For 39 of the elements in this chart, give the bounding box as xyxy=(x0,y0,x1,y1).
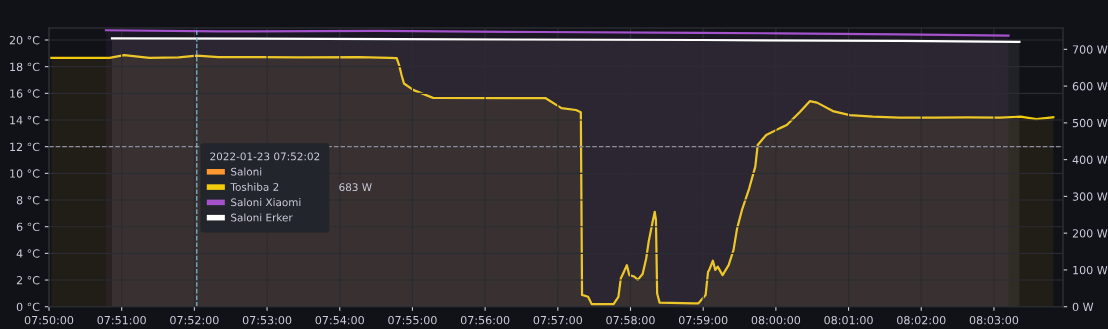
y-tick-label: 10 °C xyxy=(10,169,40,178)
x-tick-label: 08:02:00 xyxy=(897,315,946,325)
y-tick-label: 12 °C xyxy=(10,142,40,152)
y2-tick-label: 200 W xyxy=(1072,229,1108,238)
x-tick-label: 07:51:00 xyxy=(97,315,146,325)
y-tick-label: 4 °C xyxy=(16,249,40,258)
x-tick-label: 07:55:00 xyxy=(388,315,437,325)
legend-label: Saloni Erker xyxy=(231,213,293,222)
x-tick-label: 07:50:00 xyxy=(24,315,74,325)
x-tick-label: 07:52:00 xyxy=(170,315,219,325)
y2-tick-label: 400 W xyxy=(1072,155,1108,165)
x-tick-label: 07:54:00 xyxy=(315,315,364,325)
x-tick-label: 07:56:00 xyxy=(460,315,510,325)
y-tick-label: 6 °C xyxy=(16,222,40,232)
legend-title: 2022-01-23 07:52:02 xyxy=(210,152,320,161)
y2-tick-label: 100 W xyxy=(1073,265,1108,275)
y-tick-label: 2 °C xyxy=(16,276,40,285)
legend-label: Saloni Xiaomi xyxy=(231,198,301,207)
x-tick-label: 07:57:00 xyxy=(533,315,583,325)
y2-tick-label: 500 W xyxy=(1072,118,1108,128)
y2-tick-label: 600 W xyxy=(1072,82,1108,91)
y-tick-label: 14 °C xyxy=(10,115,40,125)
x-tick-label: 08:00:00 xyxy=(751,315,801,325)
y-tick-label: 8 °C xyxy=(16,196,40,205)
y-tick-label: 16 °C xyxy=(10,89,40,98)
x-tick-label: 07:53:00 xyxy=(242,315,292,325)
x-tick-label: 08:03:00 xyxy=(969,315,1019,325)
legend-label: Toshiba 2 xyxy=(230,182,279,191)
annotation: 683 W xyxy=(339,183,372,192)
y-tick-label: 0 °C xyxy=(16,302,40,312)
y2-tick-label: 0 W xyxy=(1072,302,1094,312)
x-tick-label: 08:01:00 xyxy=(824,315,873,325)
y2-tick-label: 300 W xyxy=(1072,192,1108,201)
y2-tick-label: 700 W xyxy=(1072,45,1108,54)
x-tick-label: 07:58:00 xyxy=(606,315,655,325)
legend-label: Saloni xyxy=(231,167,262,176)
y-tick-label: 18 °C xyxy=(10,62,40,72)
y-tick-label: 20 °C xyxy=(9,35,40,45)
x-tick-label: 07:59:00 xyxy=(678,315,728,325)
